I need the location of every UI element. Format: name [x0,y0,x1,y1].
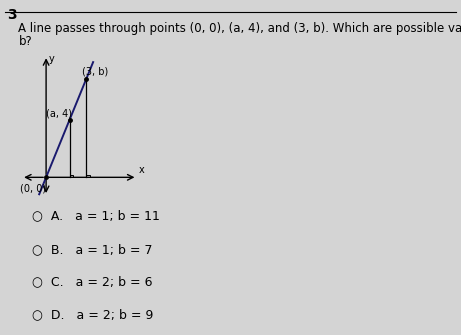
Text: ○  D.   a = 2; b = 9: ○ D. a = 2; b = 9 [32,308,154,321]
Text: y: y [48,54,54,64]
Text: (a, 4): (a, 4) [46,108,72,118]
Text: b?: b? [18,35,32,48]
Text: (3, b): (3, b) [82,67,108,76]
Text: ○  B.   a = 1; b = 7: ○ B. a = 1; b = 7 [32,243,153,256]
Text: ○  C.   a = 2; b = 6: ○ C. a = 2; b = 6 [32,276,153,288]
Text: x: x [139,165,144,175]
Text: ○  A.   a = 1; b = 11: ○ A. a = 1; b = 11 [32,210,160,222]
Text: (0, 0): (0, 0) [20,183,46,193]
Text: 3: 3 [7,8,17,22]
Text: A line passes through points (0, 0), (a, 4), and (3, b). Which are possible valu: A line passes through points (0, 0), (a,… [18,22,461,35]
